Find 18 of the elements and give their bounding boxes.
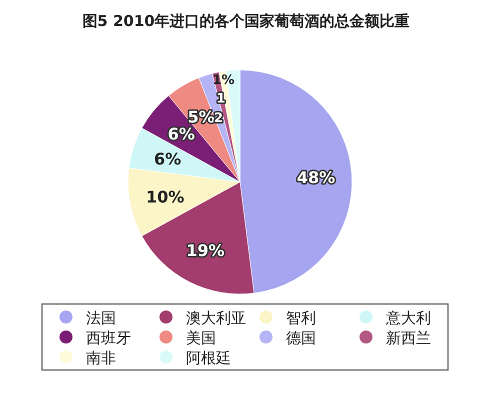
data-label: 6% bbox=[168, 124, 195, 144]
data-label: 5% bbox=[188, 107, 215, 126]
legend-label: 南非 bbox=[86, 349, 116, 367]
legend-label: 西班牙 bbox=[86, 329, 131, 347]
data-label: 2 bbox=[214, 110, 224, 126]
legend-label: 美国 bbox=[186, 329, 216, 347]
data-label: 19% bbox=[186, 240, 225, 260]
legend-label: 德国 bbox=[286, 329, 316, 347]
chart-title: 图5 2010年进口的各个国家葡萄酒的总金额比重 bbox=[82, 12, 410, 30]
legend-label: 阿根廷 bbox=[186, 349, 231, 367]
legend-label: 澳大利亚 bbox=[186, 309, 246, 327]
data-label: 10% bbox=[146, 187, 184, 206]
data-label: 6% bbox=[154, 149, 182, 168]
data-label: 48% bbox=[296, 168, 336, 188]
legend-label: 法国 bbox=[86, 309, 116, 327]
legend-label: 新西兰 bbox=[386, 329, 431, 347]
legend-label: 意大利 bbox=[385, 309, 431, 327]
legend-label: 智利 bbox=[286, 309, 316, 327]
